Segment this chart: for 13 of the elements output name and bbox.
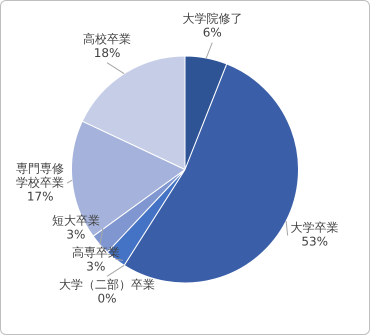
data-label: 17% bbox=[26, 189, 54, 204]
category-label: 大学（二部）卒業 bbox=[59, 277, 156, 292]
data-label: 3% bbox=[86, 259, 106, 274]
slice-label: 高校卒業 bbox=[83, 32, 132, 46]
data-label: 18% bbox=[94, 46, 120, 60]
data-label: 6% bbox=[202, 26, 222, 40]
slice-label: 短大卒業 bbox=[52, 213, 100, 228]
slice-label: 専門専修学校卒業 bbox=[16, 161, 64, 190]
slice-label: 大学院修了 bbox=[182, 12, 242, 26]
data-label: 53% bbox=[301, 234, 328, 249]
data-label: 3% bbox=[66, 227, 86, 242]
text: 0% bbox=[98, 291, 117, 306]
slice-label: 大学卒業 bbox=[290, 220, 339, 235]
